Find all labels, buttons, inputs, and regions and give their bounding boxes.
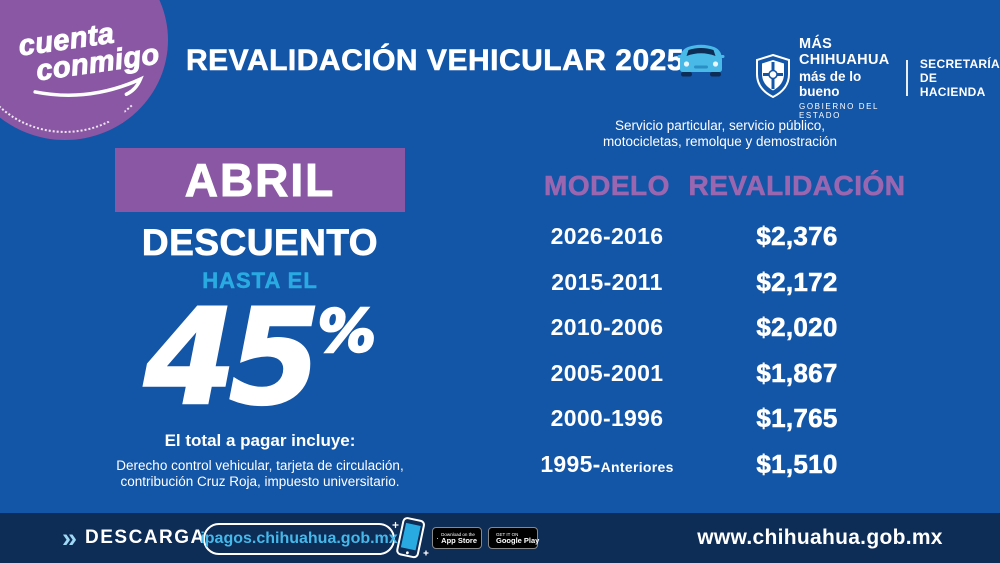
table-body: 2026-2016 $2,376 2015-2011 $2,172 2010-2… xyxy=(527,214,907,487)
apple-icon xyxy=(437,537,439,539)
google-play-badge-text: GET IT ON Google Play xyxy=(496,531,540,545)
table-row: 2000-1996 $1,765 xyxy=(527,396,907,442)
column-revalidacion: REVALIDACIÓN xyxy=(688,170,906,202)
page-title: REVALIDACIÓN VEHICULAR 2025 xyxy=(185,44,685,78)
service-note-line2: motocicletas, remolque y demostración xyxy=(602,134,838,149)
speech-swoosh-icon xyxy=(33,75,144,97)
discount-percent: 45% xyxy=(90,291,430,426)
government-brand: MÁS CHIHUAHUA más de lo bueno GOBIERNO D… xyxy=(756,36,1000,120)
google-play-badge[interactable]: GET IT ON Google Play xyxy=(488,527,540,549)
state-shield-icon xyxy=(756,53,790,103)
model-range: 2015-2011 xyxy=(551,268,663,295)
table-row: 2005-2001 $1,867 xyxy=(527,351,907,397)
discount-label: DESCUENTO xyxy=(141,222,379,264)
service-note: Servicio particular, servicio público, m… xyxy=(540,118,900,150)
chevrons-icon: » xyxy=(62,522,78,553)
brand-tagline: más de lo bueno xyxy=(799,69,862,99)
download-label: DESCARGA xyxy=(85,527,206,548)
phone-icon xyxy=(390,515,430,563)
model-range: 2026-2016 xyxy=(550,223,664,250)
price-value: $2,172 xyxy=(756,266,838,297)
brand-name: MÁS CHIHUAHUA xyxy=(799,36,890,68)
table-header: MODELO REVALIDACIÓN xyxy=(527,166,907,206)
price-table: MODELO REVALIDACIÓN 2026-2016 $2,376 201… xyxy=(527,166,907,487)
model-range: 2010-2006 xyxy=(550,314,664,341)
price-value: $2,376 xyxy=(756,221,838,252)
app-store-badge-text: Download on the App Store xyxy=(441,531,477,545)
logo-wordmark: cuenta conmigo xyxy=(16,15,162,97)
brand-government: GOBIERNO DEL ESTADO xyxy=(799,102,879,120)
includes-title: El total a pagar incluye: xyxy=(164,431,356,450)
table-row: 2010-2006 $2,020 xyxy=(527,305,907,351)
table-row: 2015-2011 $2,172 xyxy=(527,260,907,306)
month-banner: ABRIL xyxy=(115,148,405,212)
price-value: $1,765 xyxy=(756,403,838,434)
column-modelo: MODELO xyxy=(544,170,670,202)
includes-note: El total a pagar incluye: Derecho contro… xyxy=(85,431,435,489)
car-icon xyxy=(672,38,730,87)
footer-bar: » DESCARGA ipagos.chihuahua.gob.mx xyxy=(0,513,1000,563)
secretary-line1: SECRETARÍA xyxy=(919,57,1000,71)
table-row: 2026-2016 $2,376 xyxy=(527,214,907,260)
price-value: $1,510 xyxy=(756,448,838,479)
brand-text: MÁS CHIHUAHUA más de lo bueno GOBIERNO D… xyxy=(799,36,894,120)
table-row: 1995-Anteriores $1,510 xyxy=(527,442,907,488)
month-label: ABRIL xyxy=(184,154,336,207)
model-range: 2000-1996 xyxy=(550,405,664,432)
secretary-label: SECRETARÍA DE HACIENDA xyxy=(920,57,1000,99)
upto-label: HASTA EL xyxy=(202,268,318,294)
model-range: 1995-Anteriores xyxy=(540,450,674,477)
service-note-line1: Servicio particular, servicio público, xyxy=(614,118,826,133)
header-divider xyxy=(906,60,908,96)
includes-line2: contribución Cruz Roja, impuesto univers… xyxy=(120,473,400,489)
cuenta-conmigo-logo: cuenta conmigo xyxy=(0,0,168,140)
app-store-badge[interactable]: Download on the App Store xyxy=(432,527,482,549)
website-link[interactable]: www.chihuahua.gob.mx xyxy=(697,526,943,549)
payments-url-text: ipagos.chihuahua.gob.mx xyxy=(200,530,398,547)
download-cta: » DESCARGA xyxy=(62,513,206,563)
percent-value: 45 xyxy=(143,281,322,435)
model-range: 2005-2001 xyxy=(550,359,664,386)
secretary-line2: DE HACIENDA xyxy=(919,71,986,99)
payments-url-link[interactable]: ipagos.chihuahua.gob.mx xyxy=(200,523,398,555)
percent-sign: % xyxy=(317,296,378,367)
includes-line1: Derecho control vehicular, tarjeta de ci… xyxy=(116,458,404,473)
price-value: $1,867 xyxy=(756,357,838,388)
price-value: $2,020 xyxy=(756,312,838,343)
